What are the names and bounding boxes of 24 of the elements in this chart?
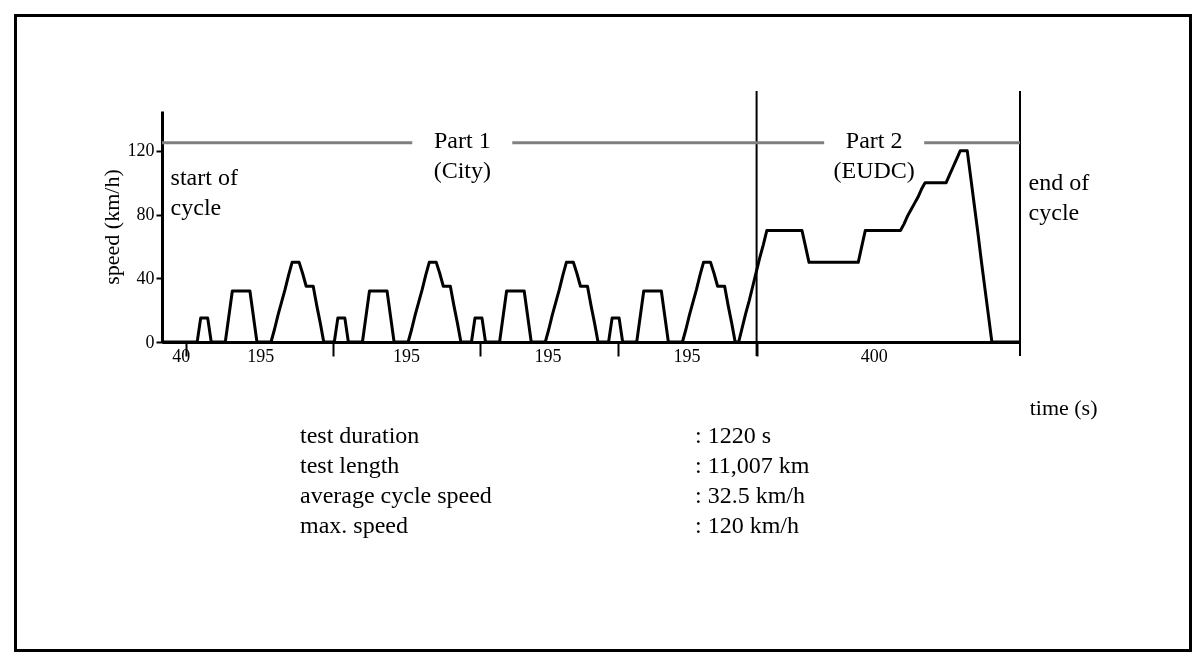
text: max. speed: [300, 511, 409, 540]
text: : 32.5 km/h: [695, 481, 806, 510]
text: test length: [300, 451, 401, 480]
text: average cycle speed: [300, 481, 493, 510]
text: 400: [860, 346, 888, 366]
annotation: start of cycle: [170, 164, 238, 220]
text: : 11,007 km: [695, 451, 810, 480]
annotation: Part 1 (City): [433, 126, 491, 183]
text: end of cycle: [1028, 169, 1090, 225]
text: : 120 km/h: [695, 511, 800, 540]
text: 195: [534, 346, 562, 366]
text: 40: [172, 346, 191, 366]
x-axis-title: time (s): [1029, 394, 1098, 420]
text: 195: [673, 346, 701, 366]
y-tick-label: 80: [136, 204, 155, 225]
y-tick-label: 40: [136, 267, 155, 288]
text: : 1220 s: [695, 421, 772, 450]
text: 195: [393, 346, 421, 366]
text: 195: [247, 346, 275, 366]
y-tick-label: 120: [127, 140, 155, 161]
y-tick-label: 0: [145, 331, 155, 352]
annotation: Part 2 (EUDC): [833, 126, 915, 183]
text: test duration: [300, 421, 421, 450]
y-axis-title: speed (km/h): [98, 169, 124, 285]
